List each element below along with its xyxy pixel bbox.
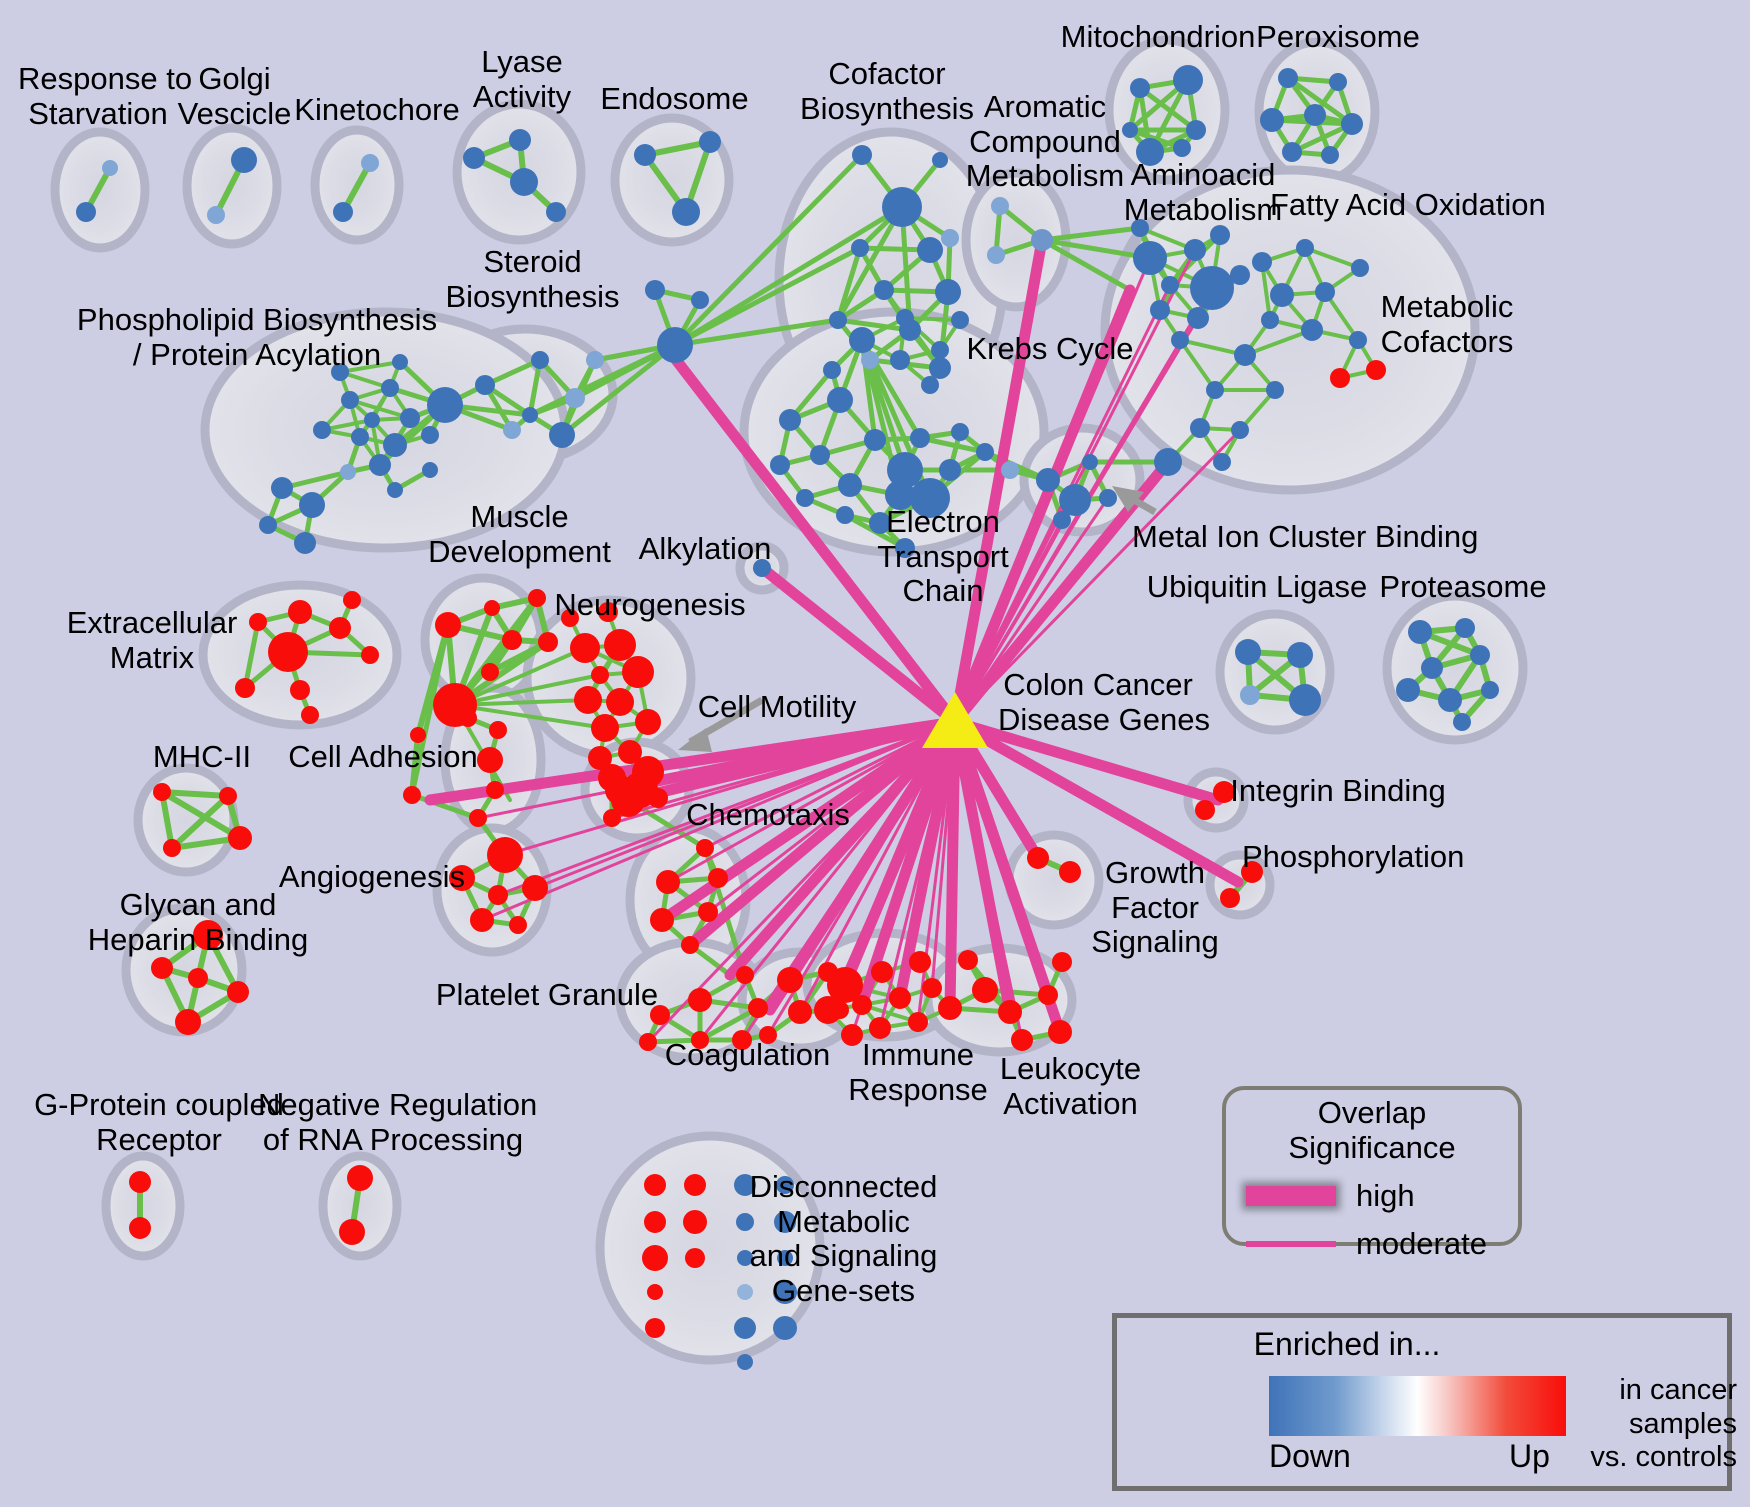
enrichment-up-label: Up (1509, 1438, 1550, 1474)
nodes-upregulated (129, 360, 1386, 1338)
high-significance-swatch (1246, 1186, 1336, 1206)
legend-row-moderate: moderate (1246, 1226, 1487, 1262)
enrichment-color-bar (1269, 1376, 1566, 1436)
enrichment-down-label: Down (1269, 1438, 1351, 1474)
colon-cancer-hub-node[interactable] (922, 692, 988, 748)
significance-edges-moderate (476, 248, 1242, 1044)
enrichment-legend-title: Enriched in... (1253, 1326, 1441, 1362)
legend-row-high: high (1246, 1178, 1415, 1214)
moderate-significance-swatch (1246, 1241, 1336, 1247)
high-significance-label: high (1356, 1178, 1415, 1213)
overlap-significance-title: Overlap Significance (1288, 1095, 1456, 1165)
enrichment-legend: Enriched in... Down Up in cancer samples… (1112, 1313, 1737, 1491)
overlap-significance-legend: Overlap Significance high moderate (1222, 1086, 1522, 1261)
pointer-arrows (678, 486, 1157, 752)
nodes-downregulated (76, 65, 1499, 1370)
moderate-significance-label: moderate (1356, 1226, 1487, 1261)
enrichment-side-text: in cancer samples vs. controls (1590, 1374, 1737, 1474)
